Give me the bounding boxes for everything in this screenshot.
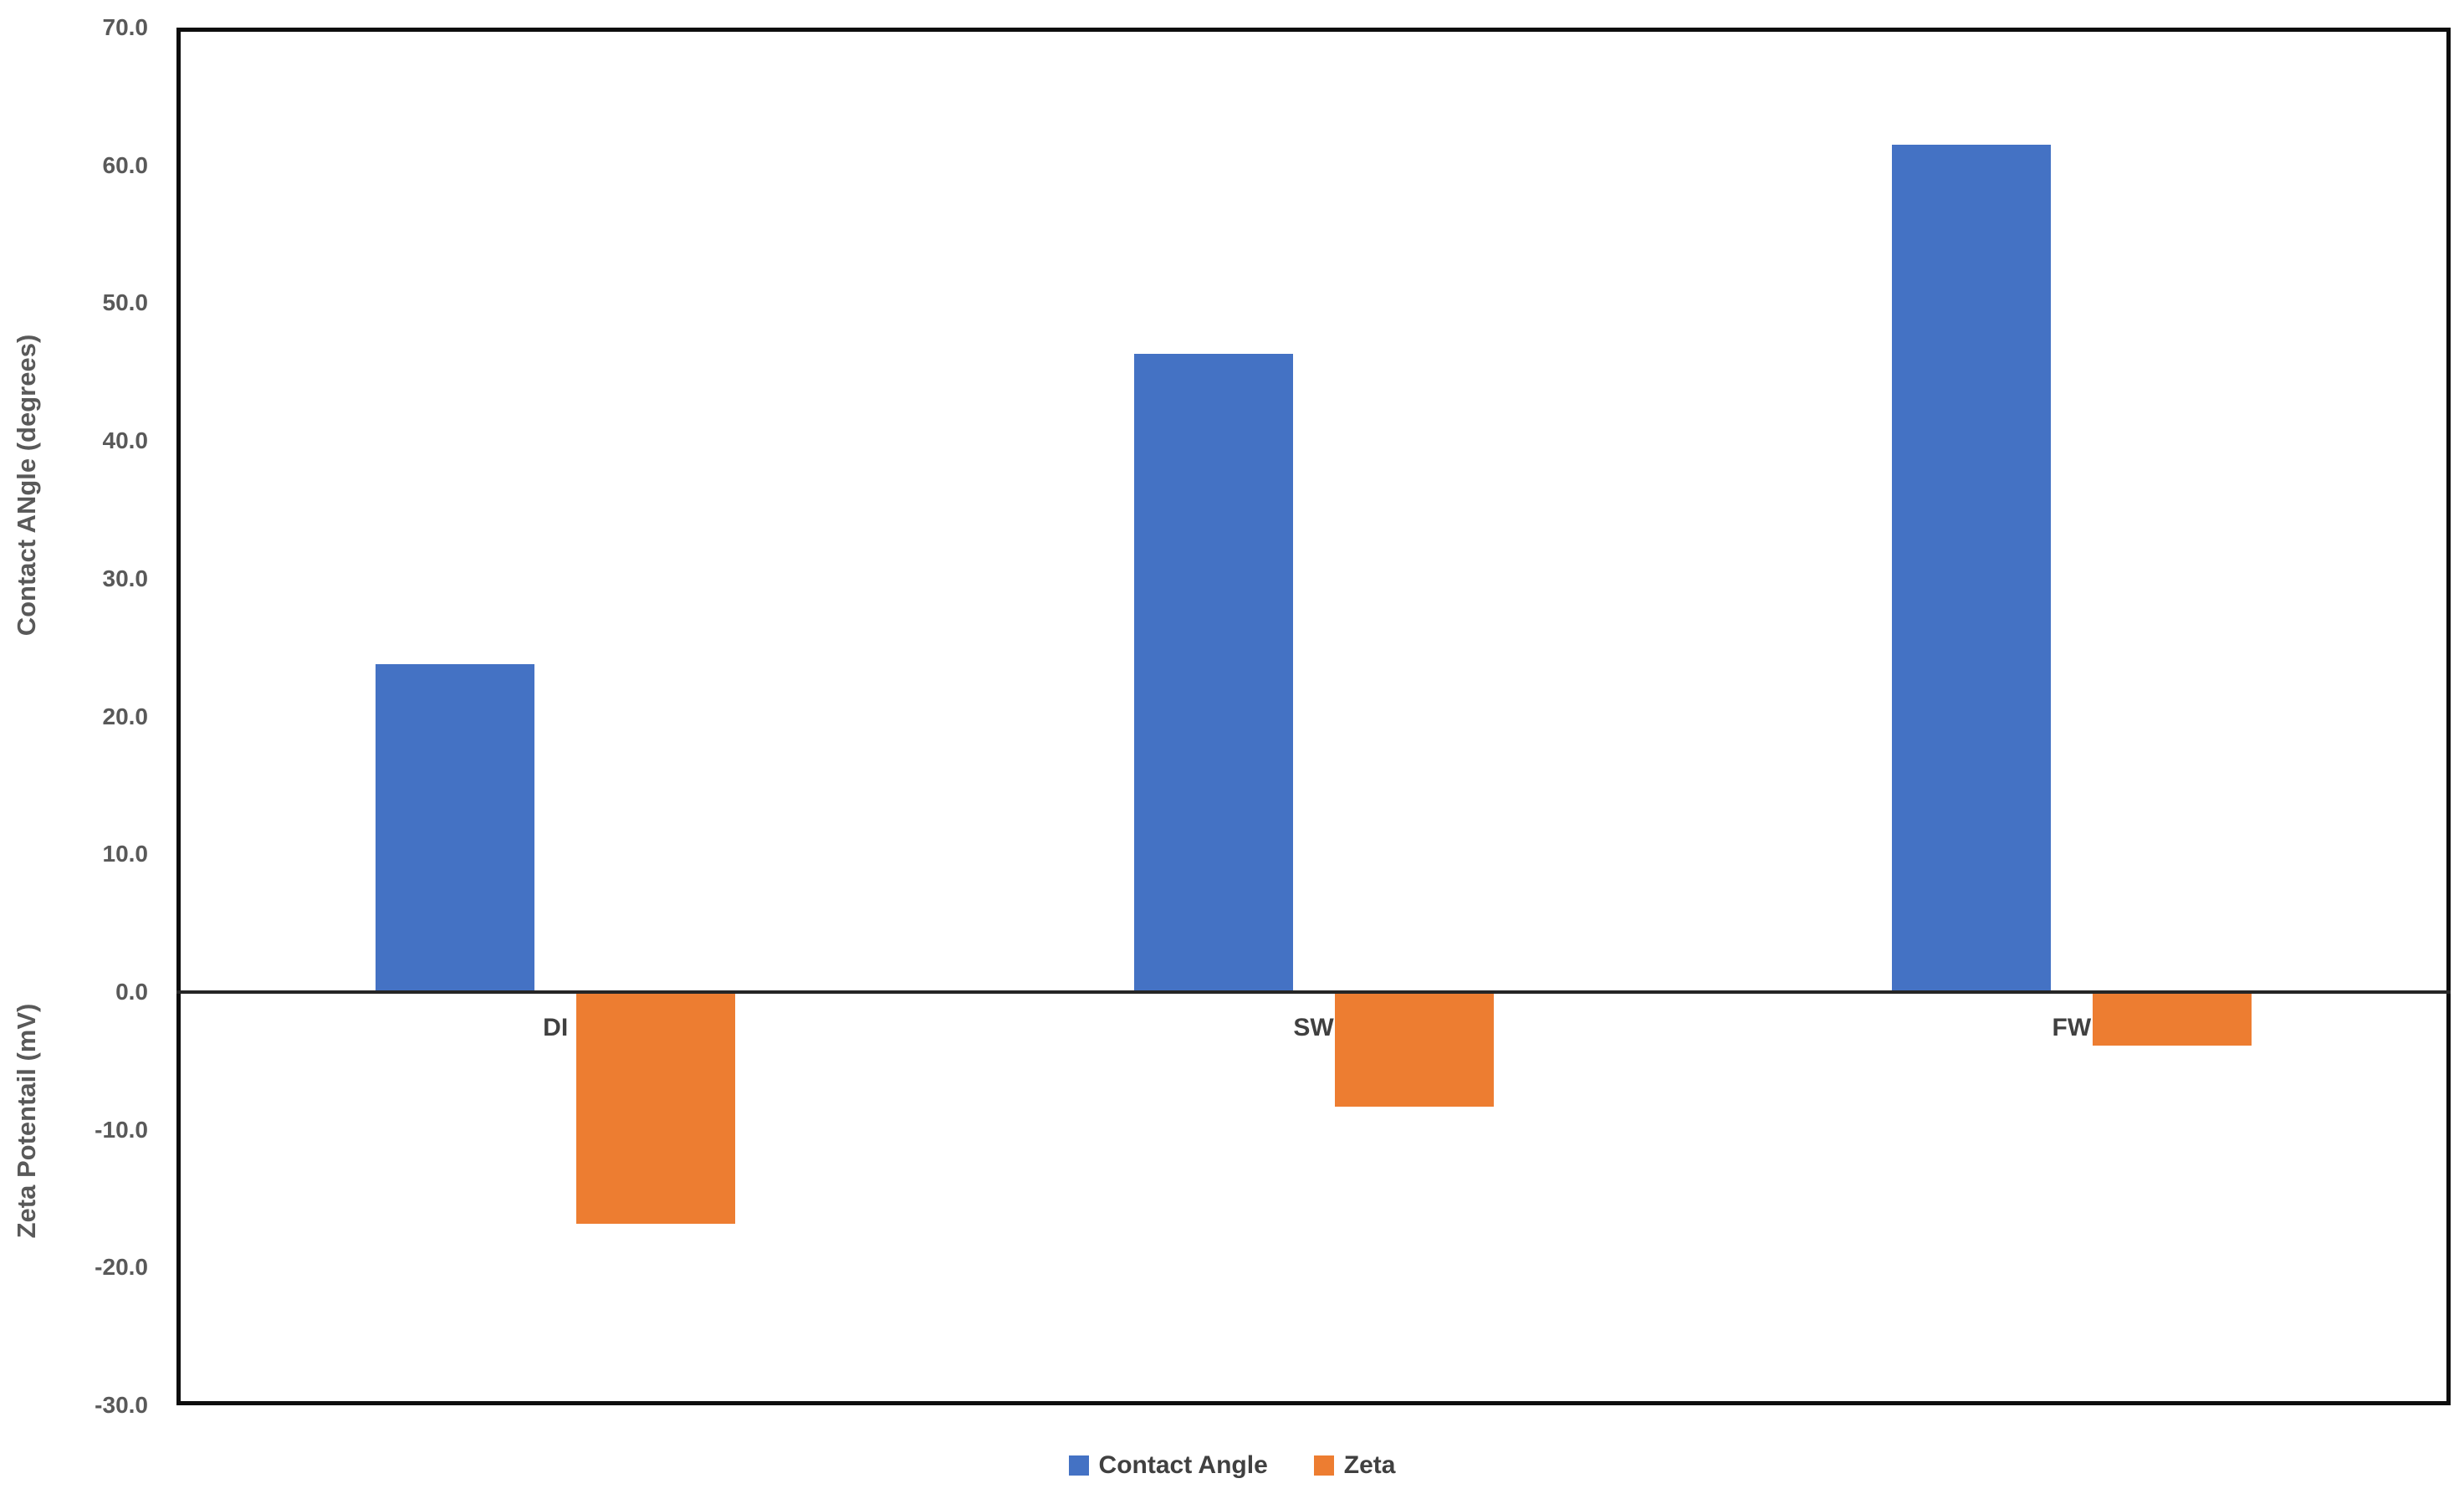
bar-zeta-di [576,991,736,1224]
plot-area [176,28,2451,1405]
y-tick--20.0: -20.0 [95,1254,148,1281]
legend-swatch-contact-angle [1068,1455,1089,1476]
legend: Contact Angle Zeta [0,1451,2464,1480]
y-tick-40.0: 40.0 [102,427,149,454]
y-tick-70.0: 70.0 [102,14,149,40]
legend-item-zeta: Zeta [1313,1451,1396,1480]
bar-contact-angle-di [376,663,535,992]
legend-label-zeta: Zeta [1343,1451,1396,1479]
bar-contact-angle-fw [1891,144,2051,992]
y-tick-0.0: 0.0 [115,978,148,1005]
category-label-sw: SW [1293,1013,1334,1041]
legend-item-contact-angle: Contact Angle [1068,1451,1268,1480]
bar-zeta-sw [1334,991,1494,1107]
y-tick-30.0: 30.0 [102,565,149,591]
bar-contact-angle-sw [1133,354,1293,992]
category-label-di: DI [543,1013,569,1041]
category-label-fw: FW [2052,1013,2092,1041]
bar-zeta-fw [2092,991,2252,1046]
y-tick--10.0: -10.0 [95,1116,148,1143]
y-tick-60.0: 60.0 [102,151,149,178]
y-tick--30.0: -30.0 [95,1392,148,1418]
legend-swatch-zeta [1313,1455,1334,1476]
y-tick-10.0: 10.0 [102,841,149,867]
y-tick-50.0: 50.0 [102,289,149,316]
legend-label-contact-angle: Contact Angle [1098,1451,1268,1479]
zero-baseline [176,990,2451,994]
y-tick-20.0: 20.0 [102,703,149,729]
